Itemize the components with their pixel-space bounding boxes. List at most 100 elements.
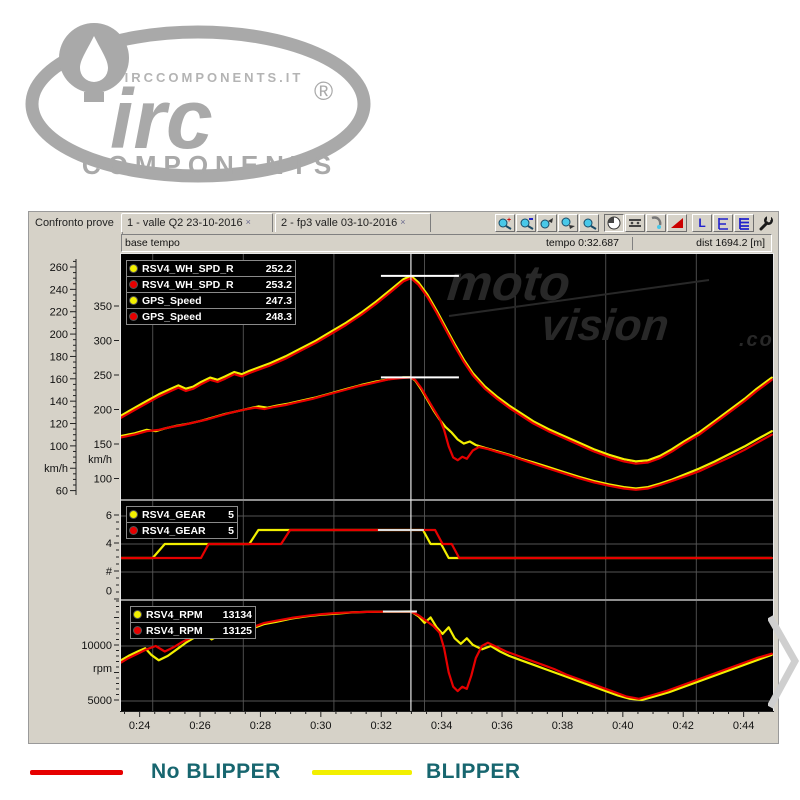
channel-name: GPS_Speed — [142, 294, 202, 307]
channel-legend-row[interactable]: RSV4_WH_SPD_R 252.2 — [126, 260, 296, 277]
channel-cursor-value: 5 — [228, 524, 234, 537]
rpm-axis-label: rpm — [93, 663, 112, 675]
logo-site-text: IRCCOMPONENTS.IT — [125, 70, 304, 85]
x-axis-time-label: 0:24 — [129, 720, 150, 732]
gear-axis-label: 0 — [106, 586, 112, 598]
outer-speed-axis-label: 60 — [56, 486, 68, 498]
tab-session-1[interactable]: 1 - valle Q2 23-10-2016 × — [121, 213, 273, 232]
x-axis-time-label: 0:44 — [733, 720, 754, 732]
x-axis-time-label: 0:34 — [431, 720, 452, 732]
legend-item-no-blipper: No BLIPPER — [30, 754, 281, 790]
x-axis-time-label: 0:40 — [612, 720, 633, 732]
channel-cursor-value: 248.3 — [265, 310, 292, 323]
base-mode-label[interactable]: base tempo — [125, 237, 180, 249]
x-axis-time-label: 0:42 — [673, 720, 694, 732]
wrench-icon — [767, 216, 771, 220]
speed-channel-legend: RSV4_WH_SPD_R 252.2 RSV4_WH_SPD_R 253.2 GPS_… — [126, 260, 296, 325]
channel-legend-row[interactable]: RSV4_RPM 13125 — [130, 622, 256, 639]
clock-icon — [608, 217, 614, 223]
toolbar-separator — [687, 214, 691, 232]
inner-speed-axis-label: 150 — [94, 439, 112, 451]
zoom-prev-button[interactable] — [537, 214, 557, 232]
outer-speed-axis-label: 140 — [50, 396, 68, 408]
logo-main-text: irc — [110, 72, 213, 166]
inner-speed-axis-label: 250 — [94, 370, 112, 382]
x-axis-time-label: 0:36 — [491, 720, 512, 732]
inner-speed-axis-label: 300 — [94, 336, 112, 348]
yellow-line-swatch — [312, 769, 412, 775]
trace-gps_speed — [121, 376, 773, 491]
zoom-add-button[interactable]: + — [495, 214, 515, 232]
arrow-down-glyph — [569, 225, 575, 229]
time-base-button[interactable] — [604, 214, 624, 232]
gear-channel-legend: RSV4_GEAR 5 RSV4_GEAR 5 — [126, 506, 238, 539]
channel-legend-row[interactable]: RSV4_GEAR 5 — [126, 506, 238, 523]
channel-color-dot-icon — [133, 626, 142, 635]
channel-legend-row[interactable]: RSV4_RPM 13134 — [130, 606, 256, 623]
outer-speed-axis-label: 160 — [50, 374, 68, 386]
cursor-tempo-value: tempo 0:32.687 — [546, 237, 619, 249]
zoom-reset-button[interactable] — [579, 214, 599, 232]
outer-speed-axis-label: km/h — [44, 463, 68, 475]
channel-name: RSV4_WH_SPD_R — [142, 278, 234, 291]
channel-cursor-value: 13125 — [222, 624, 252, 637]
channel-name: RSV4_GEAR — [142, 524, 206, 537]
trace-gps_speed — [121, 376, 773, 490]
logo-sub-text: COMPONENTS — [82, 150, 338, 180]
x-axis-time-label: 0:30 — [310, 720, 331, 732]
channel-color-dot-icon — [129, 526, 138, 535]
watermark-underline — [448, 279, 710, 317]
chart-toolbar: + — [494, 213, 775, 233]
outer-speed-axis-label: 220 — [50, 307, 68, 319]
trace-rsv4_wh_spd_r — [121, 274, 773, 463]
zoom-next-button[interactable] — [558, 214, 578, 232]
distance-icon — [630, 221, 634, 225]
tab-session-2-label: 2 - fp3 valle 03-10-2016 — [281, 217, 398, 229]
settings-wrench-button[interactable] — [755, 214, 775, 232]
x-axis-time-label: 0:26 — [189, 720, 210, 732]
comparison-legend: No BLIPPER BLIPPER — [0, 754, 800, 798]
red-line-swatch — [30, 769, 123, 775]
channel-legend-row[interactable]: GPS_Speed 247.3 — [126, 292, 296, 309]
trace-rsv4_wh_spd_r — [121, 277, 773, 465]
outer-speed-axis-label: 260 — [50, 262, 68, 274]
layout-stack-icon — [738, 217, 749, 230]
channel-legend-row[interactable]: RSV4_GEAR 5 — [126, 522, 238, 539]
outer-speed-axis-label: 180 — [50, 351, 68, 363]
x-axis-time-label: 0:28 — [250, 720, 271, 732]
delta-triangle-button[interactable] — [667, 214, 687, 232]
outer-speed-axis-label: 120 — [50, 419, 68, 431]
tab-close-icon[interactable]: × — [400, 217, 406, 227]
rpm-channel-legend: RSV4_RPM 13134 RSV4_RPM 13125 — [130, 606, 256, 639]
layout-stack-button[interactable] — [734, 214, 754, 232]
blipper-label: BLIPPER — [426, 760, 521, 783]
cursor-dist-value: dist 1694.2 [m] — [632, 237, 765, 250]
zoom-out-button[interactable] — [516, 214, 536, 232]
outer-speed-axis-label: 240 — [50, 284, 68, 296]
tab-session-1-label: 1 - valle Q2 23-10-2016 — [127, 217, 243, 229]
channel-color-dot-icon — [129, 296, 138, 305]
outer-speed-axis-label: 100 — [50, 441, 68, 453]
chart-status-bar: base tempo tempo 0:32.687 dist 1694.2 [m… — [121, 234, 772, 252]
outer-speed-axis-label: 200 — [50, 329, 68, 341]
tab-close-icon[interactable]: × — [245, 217, 251, 227]
channel-name: GPS_Speed — [142, 310, 202, 323]
channel-cursor-value: 5 — [228, 508, 234, 521]
delta-triangle-icon — [671, 218, 683, 228]
plus-glyph: + — [507, 217, 511, 224]
channel-legend-row[interactable]: RSV4_WH_SPD_R 253.2 — [126, 276, 296, 293]
inner-speed-axis-label: 200 — [94, 405, 112, 417]
channel-color-dot-icon — [129, 280, 138, 289]
distance-base-button[interactable] — [625, 214, 645, 232]
layout-L-button[interactable]: L — [692, 214, 712, 232]
marker-phone-button[interactable] — [646, 214, 666, 232]
inner-speed-axis-label: km/h — [88, 454, 112, 466]
tab-session-2[interactable]: 2 - fp3 valle 03-10-2016 × — [275, 213, 431, 232]
rpm-axis-label: 5000 — [88, 695, 112, 707]
irc-components-logo: IRCCOMPONENTS.IT irc ® COMPONENTS — [25, 23, 371, 183]
tab-confronto-prove[interactable]: Confronto prove — [31, 215, 123, 235]
layout-split-button[interactable] — [713, 214, 733, 232]
channel-legend-row[interactable]: GPS_Speed 248.3 — [126, 308, 296, 325]
